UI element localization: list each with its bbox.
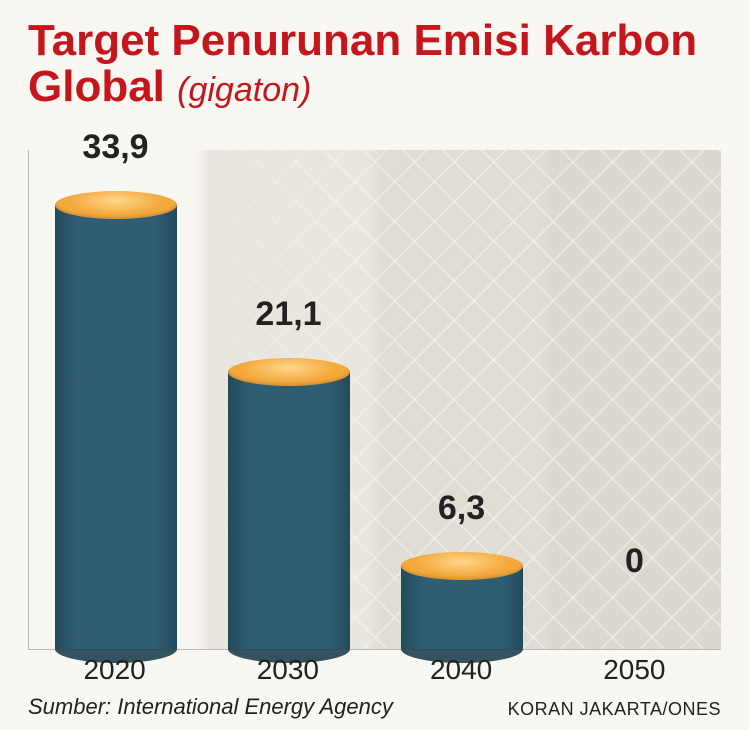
chart-title: Target Penurunan Emisi Karbon Global (gi…	[28, 18, 721, 110]
bar-slot: 21,1	[202, 150, 375, 649]
bar-body	[228, 372, 350, 649]
bars-container: 33,921,1 6,30	[29, 150, 721, 649]
bar-cylinder	[228, 358, 350, 663]
bar-cylinder	[401, 552, 523, 663]
x-axis-label: 2020	[28, 654, 201, 686]
bar-slot: 33,9	[29, 150, 202, 649]
x-axis-label: 2030	[201, 654, 374, 686]
source-text: Sumber: International Energy Agency	[28, 694, 393, 720]
credit-text: KORAN JAKARTA/ONES	[508, 699, 721, 720]
chart-plot-area: 33,921,1 6,30	[28, 150, 721, 650]
x-axis-label: 2050	[548, 654, 721, 686]
bar-value-label: 21,1	[202, 295, 375, 334]
x-axis-label: 2040	[375, 654, 548, 686]
bar-slot: 0	[548, 150, 721, 649]
bar-top-ellipse	[55, 191, 177, 219]
bar-value-label: 33,9	[29, 128, 202, 167]
bar-top-ellipse	[401, 552, 523, 580]
bar-top-ellipse	[228, 358, 350, 386]
bar-value-label: 6,3	[375, 489, 548, 528]
x-axis-labels: 2020203020402050	[28, 654, 721, 690]
bar-slot: 6,3	[375, 150, 548, 649]
bar-cylinder	[55, 191, 177, 663]
bar-value-label: 0	[548, 542, 721, 581]
title-unit-text: (gigaton)	[177, 71, 311, 109]
title-main-text: Target Penurunan Emisi Karbon Global	[28, 16, 697, 111]
bar-body	[55, 205, 177, 649]
